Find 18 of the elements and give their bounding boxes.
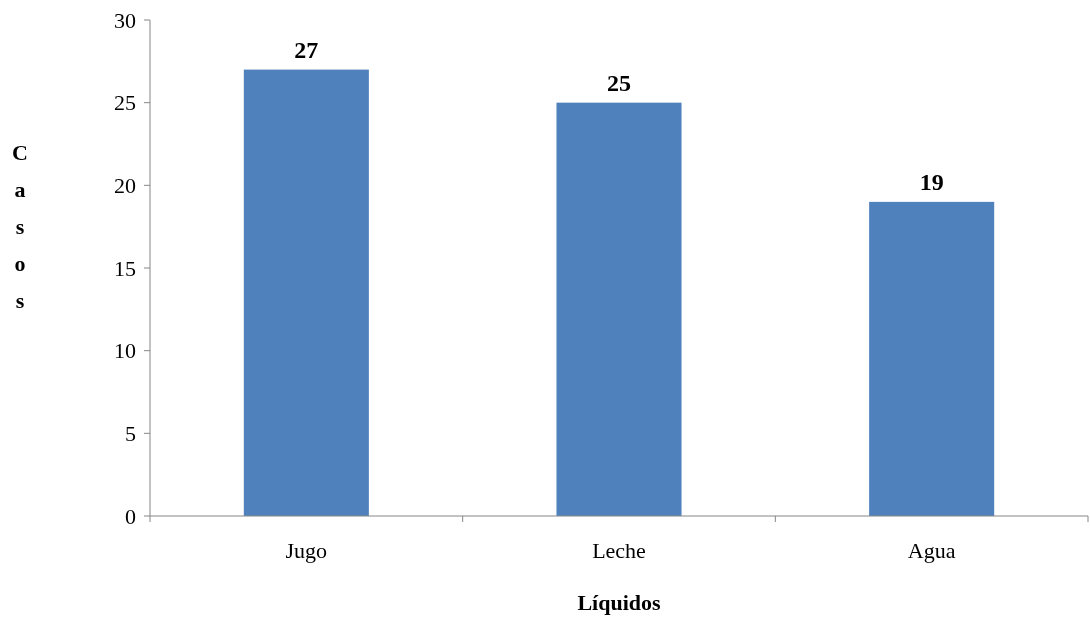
x-tick-label: Jugo bbox=[285, 538, 328, 563]
x-tick-label: Leche bbox=[592, 538, 646, 563]
x-axis-title: Líquidos bbox=[577, 590, 662, 615]
y-axis-title: Casos bbox=[12, 140, 28, 313]
data-label: 25 bbox=[607, 69, 631, 96]
y-tick-label: 0 bbox=[125, 503, 136, 529]
data-label: 27 bbox=[294, 36, 319, 63]
bar bbox=[243, 69, 369, 516]
bar bbox=[869, 201, 995, 516]
data-label: 19 bbox=[919, 168, 944, 195]
y-tick-label: 30 bbox=[114, 7, 136, 33]
bar bbox=[556, 102, 682, 516]
y-tick-label: 15 bbox=[114, 255, 136, 281]
x-tick-label: Agua bbox=[907, 538, 956, 563]
y-tick-label: 5 bbox=[125, 421, 136, 447]
y-tick-label: 25 bbox=[114, 90, 136, 116]
y-tick-label: 10 bbox=[114, 338, 136, 364]
y-tick-label: 20 bbox=[114, 173, 136, 199]
